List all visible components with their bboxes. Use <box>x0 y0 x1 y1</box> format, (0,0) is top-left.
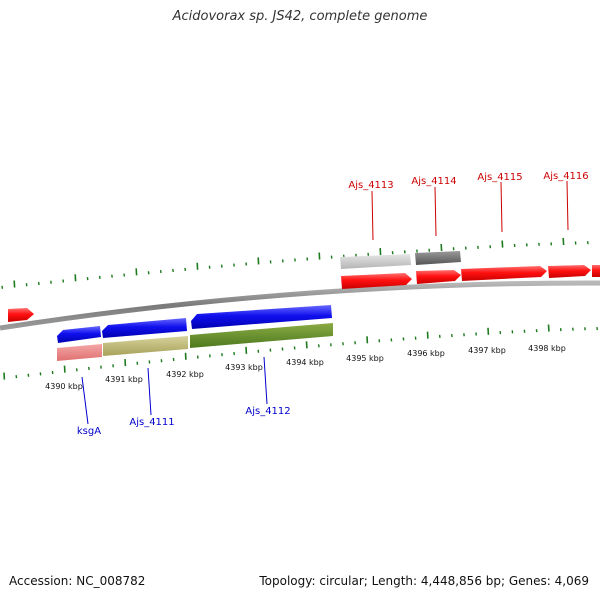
gene-label-ajs-4112[interactable]: Ajs_4112 <box>245 406 290 417</box>
gene-ajs-4113-arrow[interactable] <box>341 273 412 289</box>
gene-ksga-arrow[interactable] <box>57 326 101 343</box>
genome-summary: Topology: circular; Length: 4,448,856 bp… <box>259 574 589 588</box>
gene-label-ksga[interactable]: ksgA <box>77 426 101 437</box>
gene-ajs-4112-arrow[interactable] <box>191 305 332 329</box>
gene-ajs-4115-arrow[interactable] <box>461 266 547 281</box>
gene-left-offscreen-arrow[interactable] <box>8 308 34 322</box>
forward-leader-lines <box>371 180 569 241</box>
lower-tick-row <box>3 324 598 380</box>
scale-label-4391: 4391 kbp <box>105 375 143 384</box>
scale-label-4398: 4398 kbp <box>528 344 566 353</box>
scale-label-4397: 4397 kbp <box>468 346 506 355</box>
gene-label-ajs-4114[interactable]: Ajs_4114 <box>411 176 456 187</box>
gene-ksga-cog-band[interactable] <box>57 344 102 361</box>
gene-right-offscreen-arrow[interactable] <box>592 265 600 277</box>
gene-ajs-4113-cog-band[interactable] <box>340 254 411 269</box>
gene-ajs-4111-arrow[interactable] <box>102 318 187 338</box>
gene-label-ajs-4111[interactable]: Ajs_4111 <box>129 417 174 428</box>
upper-tick-row <box>1 237 589 289</box>
scale-label-4394: 4394 kbp <box>286 358 324 367</box>
gene-label-ajs-4116[interactable]: Ajs_4116 <box>543 171 588 182</box>
scale-label-4395: 4395 kbp <box>346 354 384 363</box>
accession-label: Accession: NC_008782 <box>9 574 146 588</box>
gene-label-ajs-4113[interactable]: Ajs_4113 <box>348 180 393 191</box>
genome-backbone <box>0 280 600 331</box>
scale-label-4393: 4393 kbp <box>225 363 263 372</box>
scale-label-4390: 4390 kbp <box>45 382 83 391</box>
scale-label-4392: 4392 kbp <box>166 370 204 379</box>
reverse-leader-lines <box>81 356 268 425</box>
gene-ajs-4112-cog-band[interactable] <box>190 323 333 348</box>
gene-ajs-4114-cog-band[interactable] <box>415 251 461 265</box>
gene-ajs-4111-cog-band[interactable] <box>103 336 188 356</box>
scale-label-4396: 4396 kbp <box>407 349 445 358</box>
gene-ajs-4114-arrow[interactable] <box>416 270 461 284</box>
map-title: Acidovorax sp. JS42, complete genome <box>172 9 428 24</box>
gene-label-ajs-4115[interactable]: Ajs_4115 <box>477 172 522 183</box>
gene-ajs-4116-arrow[interactable] <box>548 265 591 278</box>
scale-labels: 4390 kbp 4391 kbp 4392 kbp 4393 kbp 4394… <box>45 344 566 391</box>
